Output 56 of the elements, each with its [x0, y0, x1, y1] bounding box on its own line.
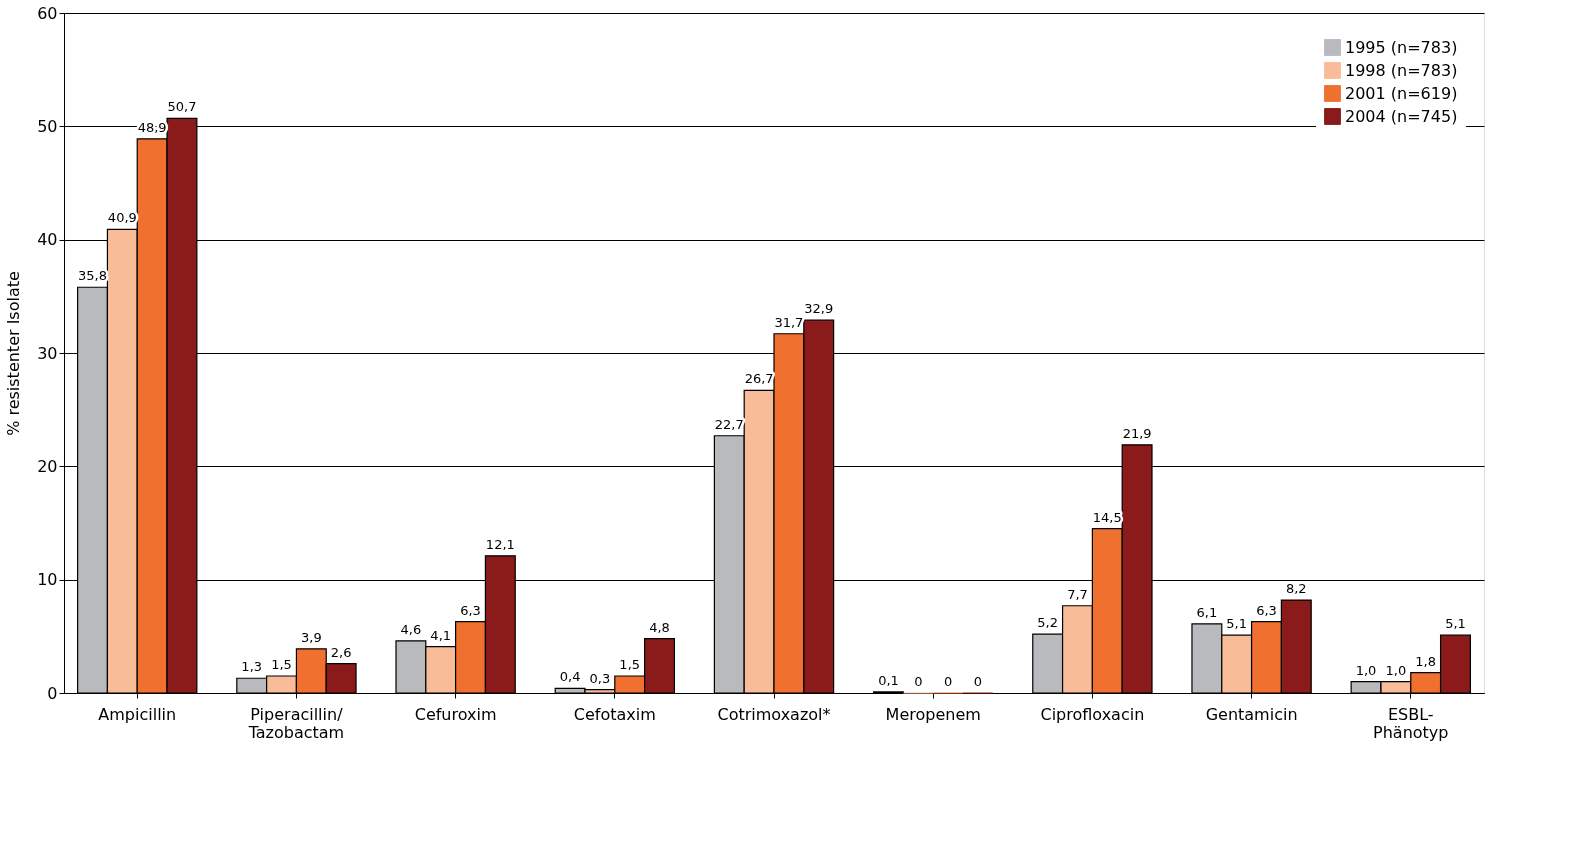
data-label: 4,6	[400, 621, 422, 637]
y-tick-label: 10	[37, 570, 58, 590]
x-tick-label: Piperacillin/Tazobactam	[247, 704, 345, 742]
data-label: 7,7	[1067, 586, 1088, 602]
y-tick-label: 40	[37, 230, 58, 250]
data-label: 1,5	[619, 657, 641, 672]
x-tick-label: Ampicillin	[98, 704, 177, 724]
data-label: 50,7	[167, 99, 197, 115]
x-tick-label: Cotrimoxazol*	[717, 704, 831, 724]
x-tick-label: Meropenem	[885, 704, 981, 724]
x-tick-label: Cefuroxim	[414, 704, 497, 724]
x-tick-label: ESBL-Phänotyp	[1373, 704, 1449, 742]
y-tick-label: 0	[47, 683, 58, 703]
x-tick-label: Cefotaxim	[573, 704, 656, 724]
data-label: 1,0	[1385, 662, 1407, 678]
y-tick-label: 50	[37, 116, 58, 136]
y-axis-title: % resistenter Isolate	[4, 271, 24, 436]
data-label: 6,3	[460, 602, 481, 618]
data-label: 3,9	[300, 629, 322, 645]
data-label: 0,4	[559, 669, 581, 685]
data-label: 14,5	[1092, 509, 1122, 525]
data-label: 4,8	[649, 619, 670, 635]
data-label: 1,3	[241, 659, 263, 675]
data-label: 5,2	[1037, 615, 1059, 631]
y-tick-label: 30	[37, 343, 58, 363]
y-tick-label: 60	[37, 3, 58, 23]
data-label: 40,9	[107, 210, 137, 226]
data-label: 21,9	[1122, 425, 1152, 441]
data-label: 1,0	[1355, 662, 1377, 678]
data-label: 8,2	[1285, 581, 1307, 597]
x-tick-label: Ciprofloxacin	[1040, 704, 1145, 724]
data-label: 35,8	[78, 268, 107, 284]
data-label: 12,1	[485, 536, 515, 552]
data-label: 0,1	[878, 672, 899, 688]
x-tick-label: Gentamicin	[1205, 704, 1298, 724]
data-label: 4,1	[430, 627, 452, 643]
data-label: 2,6	[330, 644, 352, 660]
data-label: 6,1	[1196, 604, 1218, 620]
data-label: 26,7	[744, 371, 774, 387]
data-label: 32,9	[804, 301, 834, 317]
legend-label: 2001 (n=619)	[1345, 83, 1458, 103]
data-label: 0	[973, 674, 983, 689]
data-label: 22,7	[714, 416, 744, 432]
legend-label: 2004 (n=745)	[1345, 106, 1458, 126]
legend-label: 1995 (n=783)	[1345, 37, 1458, 57]
data-label: 31,7	[774, 314, 804, 330]
legend-label: 1998 (n=783)	[1345, 60, 1458, 80]
y-tick-label: 20	[37, 456, 58, 476]
data-label: 6,3	[1256, 602, 1277, 618]
data-label: 5,1	[1226, 616, 1248, 632]
data-label: 5,1	[1445, 616, 1466, 632]
data-label: 1,5	[271, 657, 292, 672]
data-label: 0,3	[589, 670, 611, 686]
data-label: 0	[914, 674, 923, 689]
data-label: 1,8	[1415, 653, 1437, 669]
data-label: 0	[943, 674, 953, 689]
